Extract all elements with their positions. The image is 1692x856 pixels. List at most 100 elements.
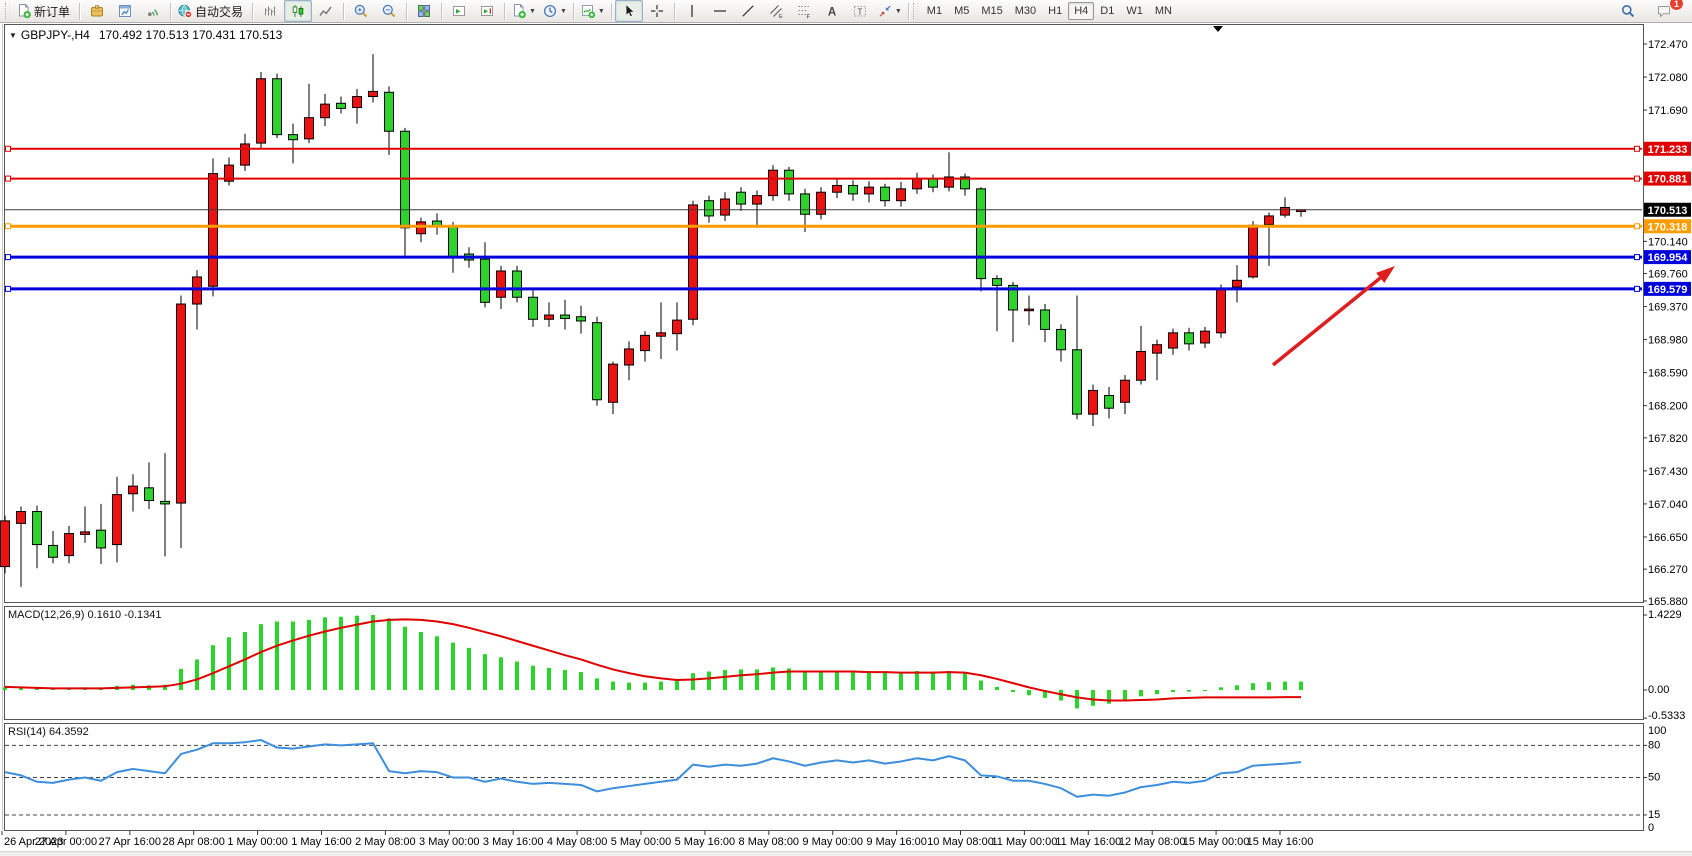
svg-text:8 May 08:00: 8 May 08:00 xyxy=(739,836,800,848)
tf-h4-button[interactable]: H4 xyxy=(1068,2,1095,20)
svg-text:T: T xyxy=(857,8,862,17)
zoom-out-icon xyxy=(381,3,397,19)
macd-histogram xyxy=(3,615,1303,709)
svg-text:1 May 00:00: 1 May 00:00 xyxy=(227,836,288,848)
toolbar-signal-button[interactable] xyxy=(139,0,167,22)
toolbar-separator xyxy=(406,2,408,20)
toolbar-fibonacci-button[interactable]: F xyxy=(790,0,818,22)
toolbar-new-chart-button[interactable]: ▼ xyxy=(508,0,539,22)
toolbar-zoom-in-button[interactable] xyxy=(347,0,375,22)
svg-text:166.650: 166.650 xyxy=(1648,532,1688,544)
toolbar-chart-shift-button[interactable] xyxy=(473,0,501,22)
svg-text:1.4229: 1.4229 xyxy=(1648,609,1682,621)
svg-text:3 May 00:00: 3 May 00:00 xyxy=(419,836,480,848)
chevron-down-icon: ▼ xyxy=(559,7,567,15)
svg-text:26 Apr 2023: 26 Apr 2023 xyxy=(4,836,63,848)
chevron-down-icon: ▼ xyxy=(894,7,902,15)
toolbar-new-order-button[interactable]: 新订单 xyxy=(13,0,76,22)
toolbar-package-button[interactable] xyxy=(83,0,111,22)
toolbar-grip[interactable] xyxy=(912,3,918,19)
price-tags: 171.233 170.881 170.513 170.318 169.954 169.5… xyxy=(1644,141,1691,296)
toolbar-candlestick-chart-button[interactable] xyxy=(284,0,313,22)
tf-d1-button[interactable]: D1 xyxy=(1100,5,1115,17)
toolbar-clock-button[interactable]: ▼ xyxy=(539,0,570,22)
tf-m1-button[interactable]: M1 xyxy=(926,5,943,17)
toolbar-search-button[interactable] xyxy=(1614,0,1642,22)
toolbar-tile-windows-button[interactable] xyxy=(410,0,438,22)
toolbar-crosshair-button[interactable] xyxy=(643,0,671,22)
tf-h1-button[interactable]: H1 xyxy=(1048,5,1063,17)
svg-text:3 May 16:00: 3 May 16:00 xyxy=(483,836,544,848)
ohlc-readout: 170.492 170.513 170.431 170.513 xyxy=(98,28,283,42)
search-icon xyxy=(1620,3,1636,19)
svg-text:1 May 16:00: 1 May 16:00 xyxy=(291,836,352,848)
svg-text:170.140: 170.140 xyxy=(1648,236,1688,248)
toolbar-line-chart-button[interactable] xyxy=(312,0,340,22)
price-line-169.954[interactable] xyxy=(5,254,1642,261)
signal-icon xyxy=(145,3,161,19)
market-window-icon xyxy=(117,3,133,19)
svg-text:9 May 00:00: 9 May 00:00 xyxy=(802,836,863,848)
svg-text:167.430: 167.430 xyxy=(1648,466,1688,478)
line-chart-icon xyxy=(318,3,334,19)
svg-text:15: 15 xyxy=(1648,809,1660,821)
tf-mn-button[interactable]: MN xyxy=(1154,5,1172,17)
toolbar-bar-chart-button[interactable] xyxy=(256,0,284,22)
toolbar-cursor-button[interactable] xyxy=(614,0,643,22)
tf-w1-button[interactable]: W1 xyxy=(1126,5,1143,17)
new-chart-icon xyxy=(511,3,527,19)
trend-arrow[interactable] xyxy=(1271,266,1395,367)
toolbar-text-button[interactable]: A xyxy=(818,0,846,22)
toolbar-horizontal-line-button[interactable] xyxy=(706,0,734,22)
svg-text:5 May 00:00: 5 May 00:00 xyxy=(611,836,672,848)
rsi-label: RSI(14) 64.3592 xyxy=(8,726,89,738)
indicators-icon xyxy=(580,3,596,19)
svg-text:168.200: 168.200 xyxy=(1648,401,1688,413)
chart-shift-marker[interactable] xyxy=(1213,26,1223,32)
new-order-label: 新订单 xyxy=(34,4,71,19)
package-icon xyxy=(89,3,105,19)
svg-text:165.880: 165.880 xyxy=(1648,596,1688,608)
tf-m30-button[interactable]: M30 xyxy=(1014,5,1037,17)
price-line-170.318[interactable] xyxy=(5,223,1642,230)
toolbar-chat-button[interactable]: 1 xyxy=(1650,0,1684,22)
fibonacci-icon: F xyxy=(796,3,812,19)
svg-text:171.233: 171.233 xyxy=(1648,144,1688,156)
toolbar-zoom-out-button[interactable] xyxy=(375,0,403,22)
text-icon: A xyxy=(824,3,840,19)
svg-text:169.760: 169.760 xyxy=(1648,269,1688,281)
toolbar-auto-scroll-button[interactable] xyxy=(445,0,473,22)
toolbar-text-label-button[interactable]: T xyxy=(846,0,874,22)
price-line-171.233[interactable] xyxy=(5,145,1642,152)
svg-text:170.513: 170.513 xyxy=(1648,205,1688,217)
zoom-in-icon xyxy=(353,3,369,19)
collapse-icon[interactable]: ▼ xyxy=(9,31,17,40)
tf-m15-button[interactable]: M15 xyxy=(981,5,1003,17)
toolbar-separator xyxy=(343,2,345,20)
toolbar-trendline-button[interactable] xyxy=(734,0,762,22)
toolbar-indicators-button[interactable]: ▼ xyxy=(577,0,608,22)
chart-title: ▼ GBPJPY-,H4 170.492 170.513 170.431 170.5… xyxy=(9,28,282,42)
svg-text:168.590: 168.590 xyxy=(1648,368,1688,380)
tf-m5-button[interactable]: M5 xyxy=(954,5,970,17)
window-bottom-edge xyxy=(0,851,1692,856)
toolbar-vertical-line-button[interactable] xyxy=(678,0,706,22)
svg-text:80: 80 xyxy=(1648,739,1660,751)
toolbar-market-window-button[interactable] xyxy=(111,0,139,22)
svg-text:4 May 08:00: 4 May 08:00 xyxy=(547,836,608,848)
toolbar-separator xyxy=(79,2,81,20)
toolbar-grip[interactable] xyxy=(5,3,10,19)
svg-text:10 May 08:00: 10 May 08:00 xyxy=(927,836,994,848)
toolbar: 新订单 自动交易 ▼ ▼ ▼ E F A T ▼ M1 M5 M15 M30 H1 H4 D1 W1 MN 1 xyxy=(0,0,1692,23)
toolbar-autotrading-button[interactable]: 自动交易 xyxy=(174,0,249,22)
svg-text:9 May 16:00: 9 May 16:00 xyxy=(866,836,927,848)
svg-text:170.881: 170.881 xyxy=(1648,174,1688,186)
cursor-icon xyxy=(621,3,637,19)
toolbar-arrows-button[interactable]: ▼ xyxy=(874,0,905,22)
notification-badge: 1 xyxy=(1669,0,1684,11)
price-line-170.881[interactable] xyxy=(5,175,1642,182)
tile-windows-icon xyxy=(416,3,432,19)
toolbar-equidistant-channel-button[interactable]: E xyxy=(762,0,790,22)
